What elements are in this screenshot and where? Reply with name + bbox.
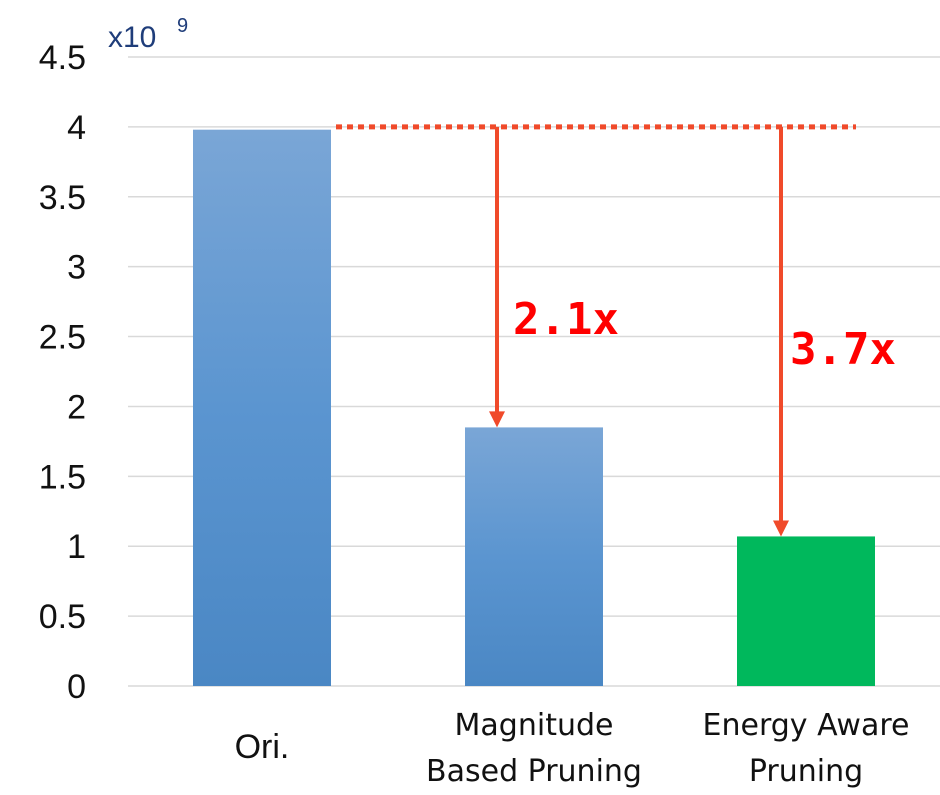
x-tick-label: Pruning	[749, 754, 863, 789]
y-tick-label: 1.5	[39, 458, 86, 496]
arrow-head	[489, 411, 505, 428]
y-tick-label: 2	[67, 388, 86, 426]
y-tick-label: 1	[67, 528, 86, 566]
x-tick-label: Magnitude	[455, 708, 614, 743]
bar	[737, 536, 875, 686]
annotations: 2.1x 3.7x	[336, 124, 896, 537]
x-tick-label: Based Pruning	[426, 754, 642, 789]
reduction-label: 3.7x	[790, 324, 896, 375]
y-tick-label: 0	[67, 668, 86, 706]
y-tick-label: 4	[67, 109, 86, 147]
y-axis: 0 0.5 1 1.5 2 2.5 3 3.5 4 4.5	[39, 39, 86, 706]
scale-label-base: x10	[108, 21, 156, 54]
scale-label-exponent: 9	[177, 15, 188, 37]
bar	[193, 129, 331, 686]
arrow-head	[773, 520, 789, 537]
y-tick-label: 3.5	[39, 179, 86, 217]
scale-label: x10 9	[108, 15, 188, 54]
x-axis-labels: Ori. Magnitude Based Pruning Energy Aware Pr…	[235, 708, 910, 789]
bar	[465, 427, 603, 686]
x-tick-label: Ori.	[235, 728, 290, 766]
y-tick-label: 0.5	[39, 598, 86, 636]
bars	[193, 129, 875, 686]
reduction-label: 2.1x	[513, 294, 619, 345]
y-tick-label: 2.5	[39, 319, 86, 357]
x-tick-label: Energy Aware	[703, 708, 910, 743]
y-tick-label: 4.5	[39, 39, 86, 77]
y-tick-label: 3	[67, 249, 86, 287]
